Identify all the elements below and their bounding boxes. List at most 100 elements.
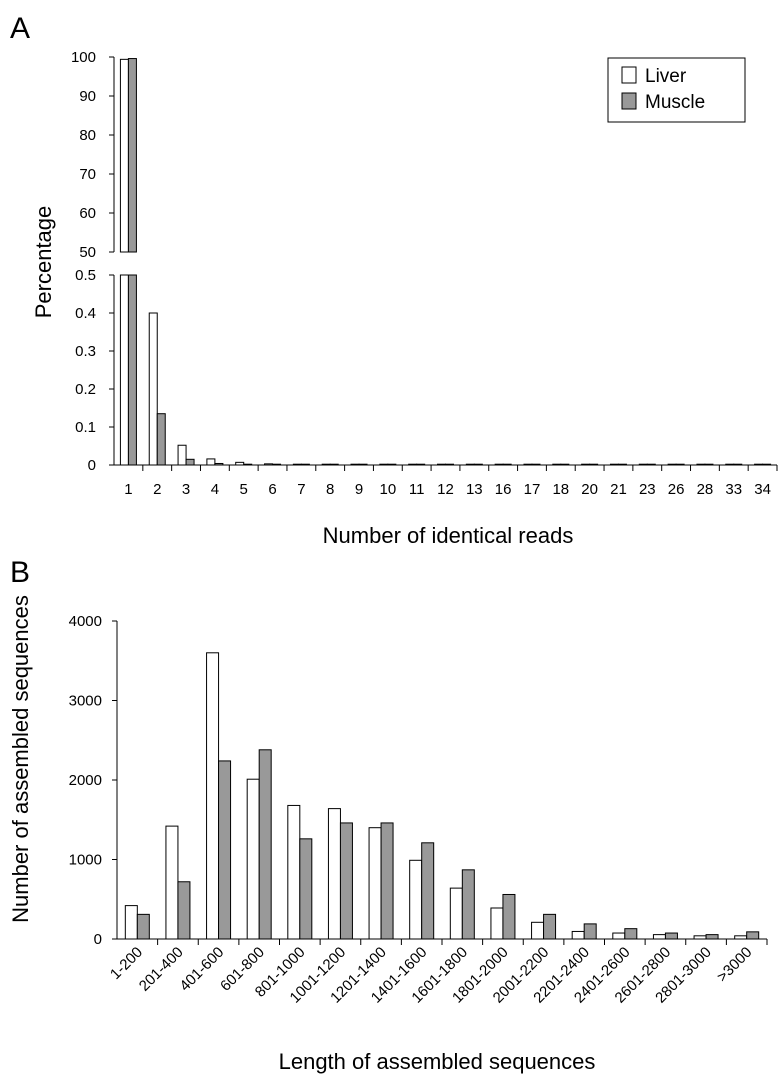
bar-b-muscle-201-400 [177,881,191,940]
bar-b-muscle-601-800 [258,749,272,940]
chart-b-ytick-2000: 2000 [69,772,102,789]
legend-label-liver: Liver [645,66,687,87]
bar-b-liver-2801-3000 [693,935,707,940]
chart-a-xtick-28: 28 [697,481,714,498]
bar-a-muscle-23 [646,463,656,466]
bar-a-liver-26 [667,463,677,466]
chart-a-lower-ytick-0-5: 0.5 [75,267,96,284]
bar-a-liver-13 [465,463,475,466]
bar-b-liver-2601-2800 [652,934,666,940]
chart-a-lower-ytick-0-1: 0.1 [75,419,96,436]
chart-a-upper-ytick-80: 80 [79,127,96,144]
chart-a-xtick-16: 16 [495,481,512,498]
chart-a-xtick-20: 20 [581,481,598,498]
bar-b-muscle-1-200 [136,913,150,940]
bar-a-muscle-7 [300,463,310,466]
bar-a-muscle-6 [272,463,282,466]
bar-a-liver-28 [696,463,706,466]
bar-b-muscle-1401-1600 [421,842,435,940]
chart-a-xtick-3: 3 [182,481,190,498]
chart-a-xtick-9: 9 [355,481,363,498]
chart-a-xtick-5: 5 [240,481,248,498]
chart-a-xtick-34: 34 [754,481,771,498]
panel-label-a: A [10,12,30,45]
bar-a-muscle-16 [502,463,512,466]
bar-a-liver-23 [638,463,648,466]
chart-a-upper-ytick-100: 100 [71,49,96,66]
chart-a-xtick-8: 8 [326,481,334,498]
bar-b-liver-601-800 [246,778,260,940]
chart-a-lower-ytick-0: 0 [88,457,96,474]
chart-a-lower-ytick-0-4: 0.4 [75,305,96,322]
bar-a-muscle-10 [387,463,397,466]
bar-a-liver-21 [609,463,619,466]
bar-a-muscle-3 [185,458,195,466]
bar-b-liver-1001-1200 [327,808,341,940]
chart-a-upper-ytick-60: 60 [79,205,96,222]
bar-a-liver-17 [523,463,533,466]
bar-a-muscle-13 [473,463,483,466]
bar-b-liver-3000 [734,935,748,940]
bar-a-muscle-20 [589,463,599,466]
chart-a-xtick-13: 13 [466,481,483,498]
bar-a-liver-18 [552,463,562,466]
bar-a-muscle-18 [560,463,570,466]
legend-swatch-muscle [621,92,637,110]
chart-b: 010002000300040001-200201-400401-600601-… [69,613,768,1007]
bar-b-muscle-401-600 [218,760,232,940]
bar-b-muscle-2001-2200 [543,913,557,940]
chart-b-x-axis-label: Length of assembled sequences [279,1049,596,1074]
bar-a-muscle-12 [445,463,454,466]
bar-b-muscle-1001-1200 [339,822,353,940]
chart-b-ytick-0: 0 [94,931,102,948]
bar-b-muscle-2601-2800 [664,932,678,940]
chart-a-x-axis-label: Number of identical reads [323,523,574,548]
bar-a-muscle-21 [617,463,627,466]
bar-a-liver-2 [148,312,158,466]
legend-swatch-liver [621,66,637,84]
bar-a-liver-5 [235,461,245,466]
bar-b-muscle-1201-1400 [380,822,394,940]
bar-a-muscle-8 [329,463,339,466]
legend: Liver Muscle [607,57,746,123]
bar-b-muscle-2401-2600 [624,928,638,940]
bar-a-liver-16 [494,463,504,466]
bar-a-muscle-9 [358,463,368,466]
bar-a-muscle-1-lower [127,274,137,466]
chart-a-xtick-1: 1 [124,481,132,498]
bar-a-liver-4 [206,458,216,466]
bar-b-muscle-801-1000 [299,838,313,940]
chart-a-xtick-11: 11 [409,481,425,498]
chart-b-xtick-3000: >3000 [714,944,756,986]
bar-a-liver-10 [379,463,389,466]
chart-a-xtick-17: 17 [524,481,541,498]
bar-b-liver-201-400 [165,825,179,940]
chart-a-xtick-33: 33 [725,481,742,498]
bar-b-muscle-3000 [746,931,760,940]
panel-label-b: B [10,556,30,589]
chart-b-ytick-3000: 3000 [69,693,102,710]
chart-a-xtick-23: 23 [639,481,656,498]
bar-a-muscle-11 [416,463,426,466]
bar-b-liver-1401-1600 [409,859,423,940]
bar-a-liver-33 [725,463,735,466]
bar-a-liver-3 [177,444,187,466]
chart-b-y-axis-label: Number of assembled sequences [8,595,33,923]
bar-a-liver-9 [350,463,360,466]
chart-a-upper-ytick-70: 70 [79,166,96,183]
chart-a-xtick-6: 6 [268,481,276,498]
chart-a-xtick-7: 7 [297,481,305,498]
chart-a-lower-ytick-0-2: 0.2 [75,381,96,398]
chart-a-xtick-12: 12 [437,481,454,498]
chart-b-xtick-401-600: 401-600 [176,944,227,995]
bar-a-liver-34 [754,463,764,466]
bar-a-liver-7 [292,463,302,466]
chart-a-lower-ytick-0-3: 0.3 [75,343,96,360]
bar-a-muscle-5 [243,463,253,466]
chart-b-ytick-1000: 1000 [69,852,102,869]
bar-a-liver-6 [264,463,274,466]
bar-a-liver-20 [581,463,591,466]
chart-a-xtick-21: 21 [610,481,627,498]
